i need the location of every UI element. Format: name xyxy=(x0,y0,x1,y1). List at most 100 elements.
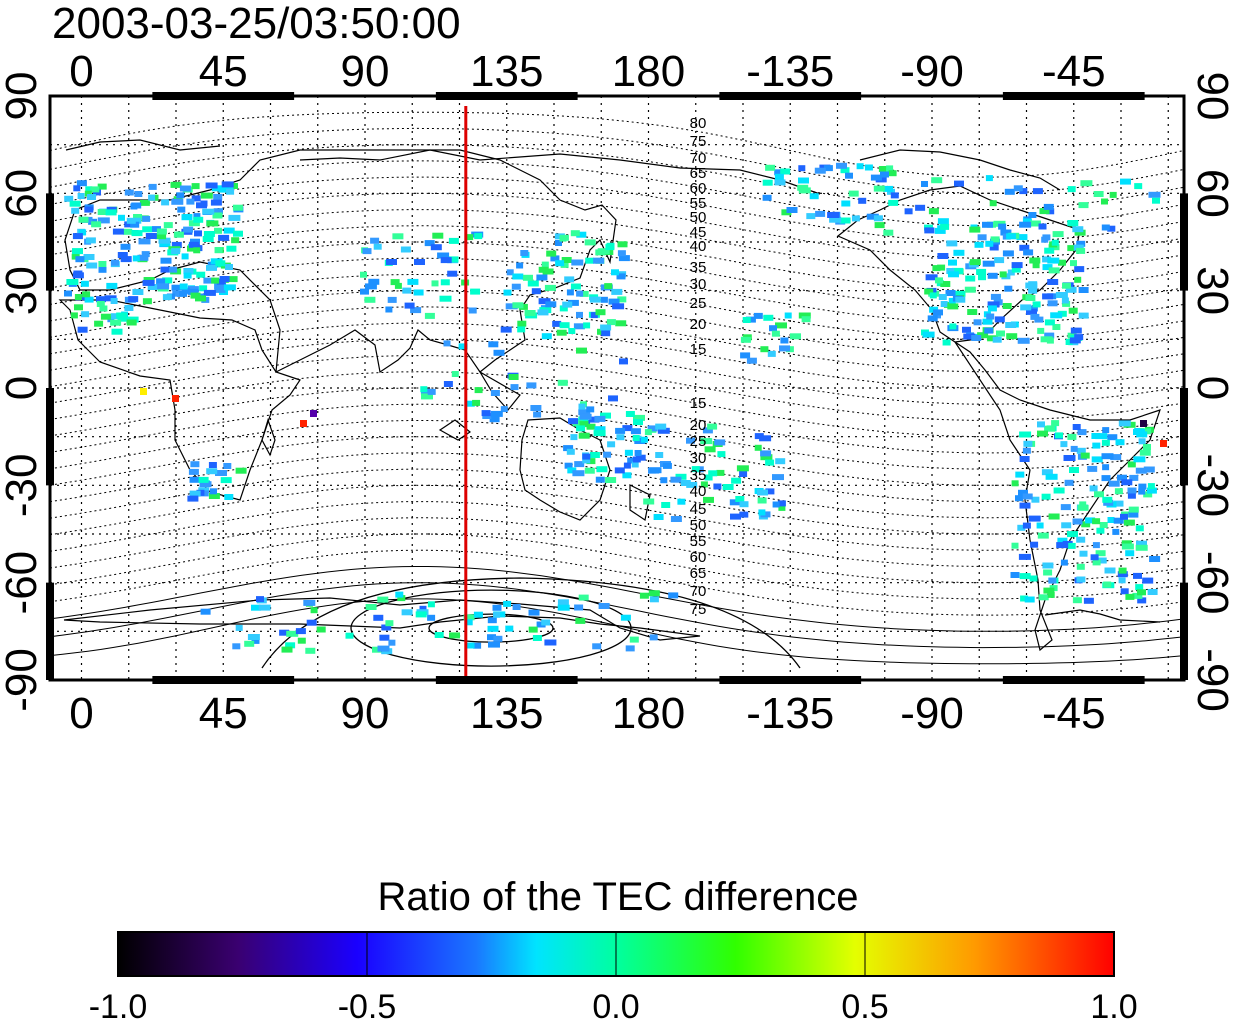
tec-cell xyxy=(126,217,136,224)
tec-cell xyxy=(586,458,596,465)
tec-cell xyxy=(946,268,955,274)
tec-cell xyxy=(216,278,226,285)
tec-cell xyxy=(1113,517,1124,524)
tec-cell xyxy=(632,456,641,463)
tec-cell xyxy=(1149,556,1161,562)
tec-cell xyxy=(760,346,769,353)
tec-cell xyxy=(888,199,899,206)
tec-cell xyxy=(142,226,153,233)
tec-cell xyxy=(1127,487,1137,494)
magnetic-latitude-label: 45 xyxy=(690,501,707,518)
tec-cell xyxy=(64,195,74,202)
tec-cell xyxy=(523,274,533,281)
tec-cell xyxy=(381,624,392,631)
tec-cell xyxy=(631,461,639,468)
tec-cell xyxy=(110,298,118,304)
tec-cell xyxy=(616,273,626,280)
tec-cell xyxy=(836,162,847,169)
tec-cell xyxy=(579,413,592,420)
tec-cell xyxy=(730,513,741,520)
right-lat-tick-label: 30 xyxy=(1188,266,1237,315)
tec-cell xyxy=(578,409,591,416)
tec-cell xyxy=(1010,572,1020,578)
tec-cell xyxy=(198,476,209,483)
left-lat-tick-label: -30 xyxy=(0,454,46,518)
tec-cell xyxy=(691,466,700,473)
tec-cell xyxy=(1060,559,1068,566)
tec-cell xyxy=(97,217,110,224)
tec-cell xyxy=(1079,550,1088,557)
tec-cell xyxy=(316,626,326,633)
tec-cell xyxy=(708,470,718,477)
tec-cell xyxy=(928,208,939,215)
tec-cell xyxy=(203,289,216,296)
tec-cell xyxy=(1011,542,1019,549)
tec-cell xyxy=(585,257,595,264)
tec-cell xyxy=(582,457,591,464)
tec-cell xyxy=(1051,420,1060,427)
tec-cell xyxy=(186,198,195,205)
tec-cell xyxy=(1028,281,1038,288)
tec-cell xyxy=(223,463,232,469)
tec-cell xyxy=(82,291,91,298)
tec-cell xyxy=(527,280,539,287)
tec-cell xyxy=(1002,303,1012,309)
tec-cell xyxy=(762,194,772,201)
tec-cell xyxy=(392,233,404,240)
tec-cell xyxy=(84,190,92,197)
tec-cell xyxy=(464,642,475,649)
tec-cell xyxy=(806,213,816,220)
tec-cell xyxy=(592,643,602,650)
tec-cell xyxy=(1042,264,1053,271)
tec-cell xyxy=(235,624,243,631)
tec-cell xyxy=(1050,312,1063,319)
tec-cell xyxy=(582,453,591,460)
tec-cell xyxy=(829,216,842,223)
tec-cell xyxy=(1047,591,1055,598)
tec-cell xyxy=(1101,224,1110,231)
tec-cell xyxy=(1123,519,1135,526)
tec-cell xyxy=(394,282,402,289)
tec-cell xyxy=(536,621,546,628)
tec-cell xyxy=(97,209,107,215)
tec-cell xyxy=(123,228,133,235)
tec-cell xyxy=(754,444,762,451)
tec-cell xyxy=(713,483,722,490)
tec-cell xyxy=(1062,300,1071,307)
tec-cell xyxy=(1017,524,1026,531)
tec-cell xyxy=(379,634,390,641)
tec-cell xyxy=(947,303,959,310)
tec-cell xyxy=(177,290,187,297)
tec-cell xyxy=(987,305,997,312)
tec-cell xyxy=(205,182,218,189)
tec-cell xyxy=(716,469,725,476)
tec-cell xyxy=(954,180,964,187)
tec-cell xyxy=(605,244,615,251)
tec-cell xyxy=(1019,573,1031,580)
tec-cell xyxy=(576,231,587,238)
tec-cell xyxy=(953,249,965,256)
coastline-path xyxy=(1044,609,1161,623)
tec-cell xyxy=(1044,332,1055,339)
tec-cell xyxy=(1011,480,1019,487)
tec-cell xyxy=(1016,234,1028,241)
tec-cell xyxy=(1118,567,1127,574)
tec-cell xyxy=(407,278,419,285)
bottom-lon-tick-label: 0 xyxy=(69,689,93,738)
tec-cell xyxy=(256,596,264,603)
tec-cell xyxy=(996,330,1005,337)
tec-cell xyxy=(1076,240,1086,247)
tec-cell xyxy=(173,231,184,238)
tec-cell xyxy=(579,290,589,297)
tec-cell xyxy=(189,490,201,497)
tec-cell xyxy=(200,608,211,615)
tec-cell xyxy=(130,221,140,228)
top-lon-tick-label: 90 xyxy=(341,47,390,96)
tec-cell xyxy=(221,181,234,188)
top-lon-tick-label: -45 xyxy=(1042,47,1106,96)
tec-cell xyxy=(1118,420,1131,427)
tec-cell xyxy=(1102,427,1110,434)
tec-cell xyxy=(424,312,435,319)
tec-cell xyxy=(929,292,937,299)
tec-cell xyxy=(1083,597,1094,604)
